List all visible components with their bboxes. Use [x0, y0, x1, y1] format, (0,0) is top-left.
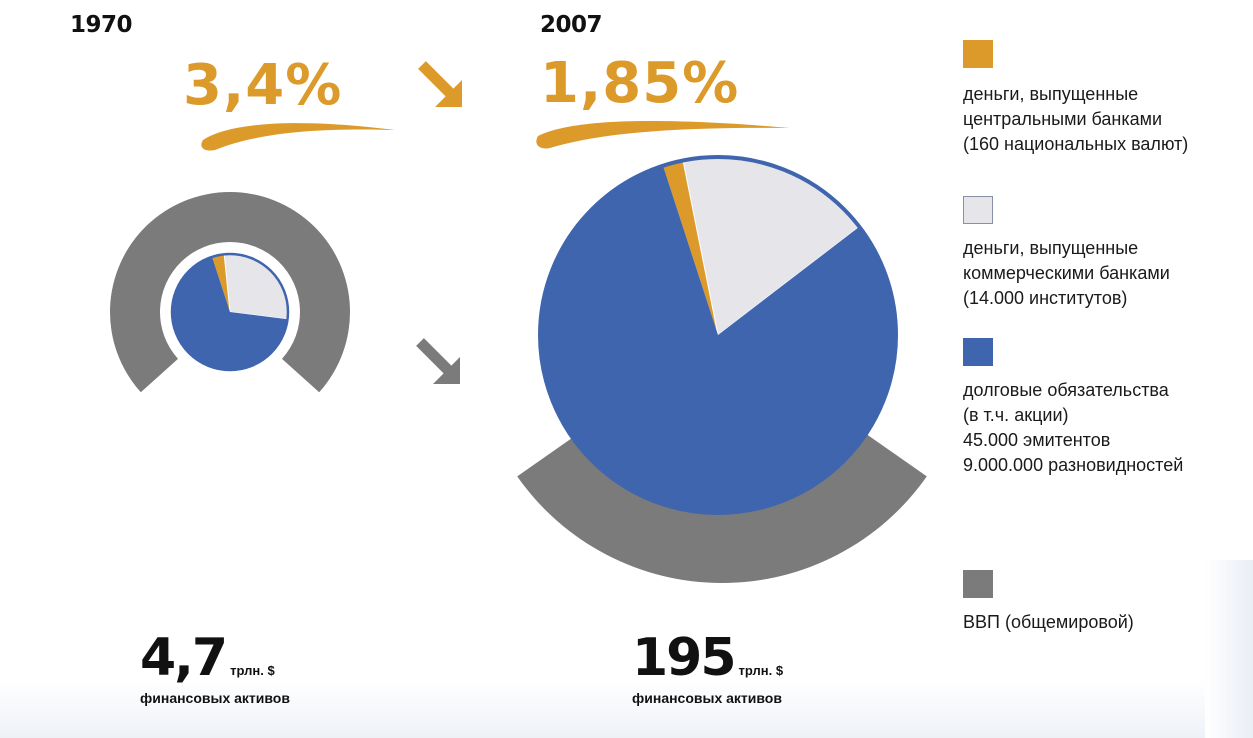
pie-slice: [172, 256, 288, 370]
legend-text: (14.000 институтов): [963, 288, 1128, 308]
pie-slice: [662, 160, 718, 335]
bottom-fade: [0, 680, 1253, 738]
legend-swatch-gdp: [963, 570, 993, 598]
legend-swatch-commercial: [963, 196, 993, 224]
total-caption-2007: финансовых активов: [632, 690, 782, 706]
legend-item-commercial: деньги, выпущенные коммерческими банками…: [963, 196, 1170, 311]
legend-swatch-debt: [963, 338, 993, 366]
legend-item-debt: долговые обязательства (в т.ч. акции) 45…: [963, 338, 1183, 478]
pie-rim: [538, 155, 898, 515]
rate-2007: 1,85%: [540, 51, 740, 116]
pie-rim: [170, 252, 290, 372]
legend-text: долговые обязательства: [963, 380, 1169, 400]
legend-text: центральными банками: [963, 109, 1163, 129]
legend-text: 45.000 эмитентов: [963, 430, 1111, 450]
legend-text: деньги, выпущенные: [963, 238, 1139, 258]
pie-1970: [164, 246, 296, 378]
legend-text: 9.000.000 разновидностей: [963, 455, 1184, 475]
legend-text: деньги, выпущенные: [963, 84, 1139, 104]
arrow-down-right-gray-icon: [416, 338, 460, 384]
legend-item-central: деньги, выпущенные центральными банками …: [963, 40, 1188, 157]
total-value-2007: 195: [632, 628, 737, 688]
pie-slice: [540, 165, 897, 513]
pie-slice: [223, 253, 289, 320]
rate-1970: 3,4%: [183, 53, 343, 118]
total-unit-2007: трлн. $: [738, 663, 784, 678]
pie-2007: [538, 155, 898, 515]
arrow-down-right-orange-icon: [418, 61, 462, 107]
brush-stroke-1970: [201, 123, 395, 151]
brush-stroke-2007: [536, 121, 790, 149]
total-unit-1970: трлн. $: [230, 663, 275, 678]
year-1970: 1970: [70, 12, 133, 38]
legend-text: (в т.ч. акции): [963, 405, 1069, 425]
total-1970: 4,7 трлн. $ финансовых активов: [140, 632, 290, 706]
legend-text: (160 национальных валют): [963, 134, 1189, 154]
total-2007: 195 трлн. $ финансовых активов: [632, 632, 783, 706]
total-value-1970: 4,7: [140, 628, 228, 688]
gdp-ring-1970: [110, 192, 350, 393]
right-fade: [1205, 560, 1253, 738]
total-caption-1970: финансовых активов: [140, 690, 290, 706]
year-2007: 2007: [540, 12, 603, 38]
legend-text: коммерческими банками: [963, 263, 1170, 283]
legend-text: ВВП (общемировой): [963, 612, 1134, 632]
legend-swatch-central: [963, 40, 993, 68]
legend-item-gdp: ВВП (общемировой): [963, 570, 1134, 635]
